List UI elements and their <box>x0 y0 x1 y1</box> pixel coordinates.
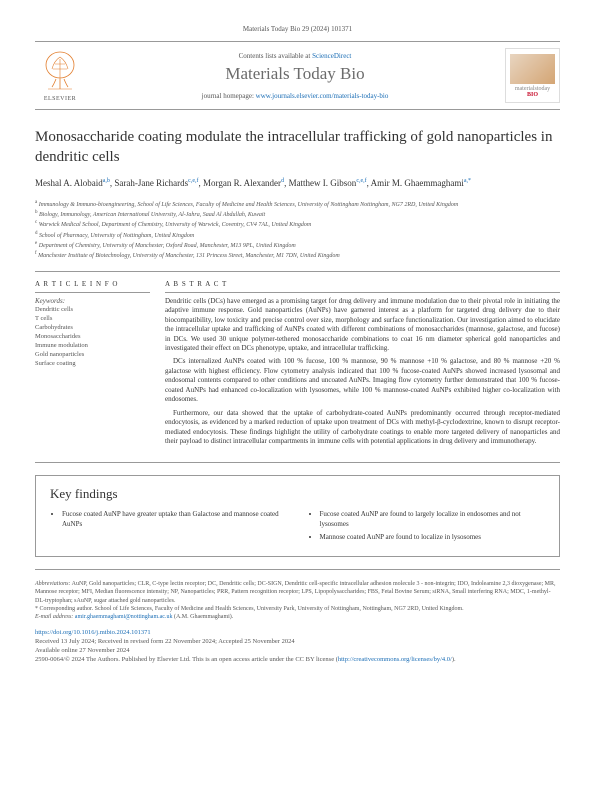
affiliation: d School of Pharmacy, University of Nott… <box>35 230 560 240</box>
affiliations-list: a Immunology & Immuno-bioengineering, Sc… <box>35 199 560 261</box>
author: Sarah-Jane Richardsc,e,f <box>114 178 198 188</box>
abstract-text: Dendritic cells (DCs) have emerged as a … <box>165 297 560 447</box>
contents-prefix: Contents lists available at <box>239 52 313 60</box>
email-link[interactable]: amir.ghaemmaghami@nottingham.ac.uk <box>75 614 173 620</box>
copyright-suffix: ). <box>452 656 456 663</box>
homepage-link[interactable]: www.journals.elsevier.com/materials-toda… <box>256 92 389 100</box>
affiliation: f Manchester Institute of Biotechnology,… <box>35 250 560 260</box>
keyword: Dendritic cells <box>35 305 150 314</box>
dates-line: Received 13 July 2024; Received in revis… <box>35 637 560 646</box>
finding-item: Fucose coated AuNP are found to largely … <box>320 510 546 530</box>
keyword: Surface coating <box>35 359 150 368</box>
homepage-prefix: journal homepage: <box>202 92 256 100</box>
keyword: Monosaccharides <box>35 332 150 341</box>
header-citation: Materials Today Bio 29 (2024) 101371 <box>35 25 560 33</box>
doi-link[interactable]: https://doi.org/10.1016/j.mtbio.2024.101… <box>35 629 151 636</box>
keywords-label: Keywords: <box>35 297 150 305</box>
abstract-paragraph: DCs internalized AuNPs coated with 100 %… <box>165 357 560 404</box>
abbreviations-text: AuNP, Gold nanoparticles; CLR, C-type le… <box>35 581 555 604</box>
keyword: Immune modulation <box>35 341 150 350</box>
contents-line: Contents lists available at ScienceDirec… <box>85 52 505 60</box>
copyright-prefix: 2590-0064/© 2024 The Authors. Published … <box>35 656 338 663</box>
email-line: E-mail address: amir.ghaemmaghami@nottin… <box>35 613 560 621</box>
finding-item: Mannose coated AuNP are found to localiz… <box>320 533 546 543</box>
article-title: Monosaccharide coating modulate the intr… <box>35 128 560 167</box>
divider <box>35 462 560 463</box>
affiliation: b Biology, Immunology, American Internat… <box>35 209 560 219</box>
article-info-column: A R T I C L E I N F O Keywords: Dendriti… <box>35 280 150 451</box>
corresponding-label: * Corresponding author. <box>35 606 93 612</box>
divider <box>35 271 560 272</box>
corresponding-author: * Corresponding author. School of Life S… <box>35 605 560 613</box>
abstract-paragraph: Dendritic cells (DCs) have emerged as a … <box>165 297 560 354</box>
abstract-head: A B S T R A C T <box>165 280 560 288</box>
author: Matthew I. Gibsonc,e,f <box>289 178 367 188</box>
authors-list: Meshal A. Alobaida,b, Sarah-Jane Richard… <box>35 177 560 191</box>
journal-cover: materialstoday BIO <box>505 48 560 103</box>
divider-short <box>35 292 150 293</box>
journal-center: Contents lists available at ScienceDirec… <box>85 52 505 100</box>
findings-right: Fucose coated AuNP are found to largely … <box>308 510 546 545</box>
elsevier-tree-icon <box>40 49 80 94</box>
available-line: Available online 27 November 2024 <box>35 646 560 655</box>
journal-header: ELSEVIER Contents lists available at Sci… <box>35 41 560 110</box>
footer-section: Abbreviations: AuNP, Gold nanoparticles;… <box>35 580 560 664</box>
affiliation: e Department of Chemistry, University of… <box>35 240 560 250</box>
journal-name: Materials Today Bio <box>85 64 505 84</box>
keywords-list: Dendritic cellsT cellsCarbohydratesMonos… <box>35 305 150 369</box>
publisher-logo: ELSEVIER <box>35 49 85 102</box>
author: Meshal A. Alobaida,b <box>35 178 110 188</box>
license-link[interactable]: http://creativecommons.org/licenses/by/4… <box>338 656 452 663</box>
findings-left: Fucose coated AuNP have greater uptake t… <box>50 510 288 545</box>
affiliation: a Immunology & Immuno-bioengineering, Sc… <box>35 199 560 209</box>
email-label: E-mail address: <box>35 614 75 620</box>
key-findings-title: Key findings <box>50 486 545 502</box>
author-sup: a,* <box>464 178 471 184</box>
divider <box>35 569 560 570</box>
author: Amir M. Ghaemmaghamia,* <box>371 178 471 188</box>
divider-short <box>165 292 560 293</box>
journal-homepage: journal homepage: www.journals.elsevier.… <box>85 92 505 100</box>
corresponding-text: School of Life Sciences, Faculty of Medi… <box>93 606 463 612</box>
author-sup: d <box>281 178 284 184</box>
keyword: T cells <box>35 314 150 323</box>
publisher-name: ELSEVIER <box>35 96 85 102</box>
sciencedirect-link[interactable]: ScienceDirect <box>312 52 351 60</box>
findings-columns: Fucose coated AuNP have greater uptake t… <box>50 510 545 545</box>
author-sup: c,e,f <box>356 178 366 184</box>
abbreviations: Abbreviations: AuNP, Gold nanoparticles;… <box>35 580 560 605</box>
abstract-paragraph: Furthermore, our data showed that the up… <box>165 409 560 447</box>
keyword: Gold nanoparticles <box>35 350 150 359</box>
author-sup: a,b <box>103 178 110 184</box>
email-suffix: (A.M. Ghaemmaghami). <box>172 614 233 620</box>
cover-image <box>510 54 555 84</box>
key-findings-box: Key findings Fucose coated AuNP have gre… <box>35 475 560 556</box>
article-info-head: A R T I C L E I N F O <box>35 280 150 288</box>
affiliation: c Warwick Medical School, Department of … <box>35 219 560 229</box>
author: Morgan R. Alexanderd <box>203 178 284 188</box>
author-sup: c,e,f <box>188 178 198 184</box>
abstract-column: A B S T R A C T Dendritic cells (DCs) ha… <box>165 280 560 451</box>
doi-line: https://doi.org/10.1016/j.mtbio.2024.101… <box>35 628 560 637</box>
abbreviations-label: Abbreviations: <box>35 581 70 587</box>
copyright-line: 2590-0064/© 2024 The Authors. Published … <box>35 655 560 664</box>
keyword: Carbohydrates <box>35 323 150 332</box>
info-abstract-row: A R T I C L E I N F O Keywords: Dendriti… <box>35 280 560 451</box>
cover-text-2: BIO <box>527 92 538 98</box>
finding-item: Fucose coated AuNP have greater uptake t… <box>62 510 288 530</box>
